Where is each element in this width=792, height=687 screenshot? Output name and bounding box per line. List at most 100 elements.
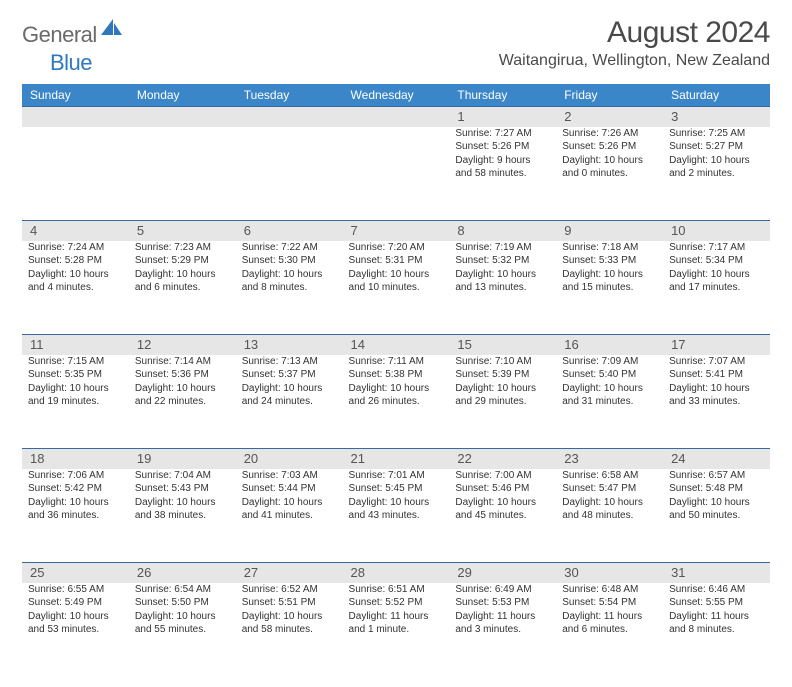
sunset-text: Sunset: 5:43 PM	[135, 482, 230, 496]
day-number-row: 18192021222324	[22, 449, 770, 469]
sunrise-text: Sunrise: 7:24 AM	[28, 241, 123, 255]
day-number: 26	[129, 563, 236, 583]
daylight-text-2: and 58 minutes.	[455, 167, 550, 181]
sunrise-text: Sunrise: 7:26 AM	[562, 127, 657, 141]
sunrise-text: Sunrise: 7:15 AM	[28, 355, 123, 369]
day-cell: Sunrise: 7:15 AMSunset: 5:35 PMDaylight:…	[22, 355, 129, 449]
daylight-text-2: and 10 minutes.	[349, 281, 444, 295]
daylight-text-2: and 24 minutes.	[242, 395, 337, 409]
day-cell: Sunrise: 7:09 AMSunset: 5:40 PMDaylight:…	[556, 355, 663, 449]
daylight-text-2: and 17 minutes.	[669, 281, 764, 295]
day-header-sun: Sunday	[22, 84, 129, 107]
day-number: 21	[343, 449, 450, 469]
sunset-text: Sunset: 5:54 PM	[562, 596, 657, 610]
day-number: 13	[236, 335, 343, 355]
sunrise-text: Sunrise: 6:52 AM	[242, 583, 337, 597]
daylight-text-2: and 19 minutes.	[28, 395, 123, 409]
calendar-page: General August 2024 Waitangirua, Welling…	[0, 0, 792, 687]
daylight-text-1: Daylight: 9 hours	[455, 154, 550, 168]
day-header-thu: Thursday	[449, 84, 556, 107]
sunset-text: Sunset: 5:36 PM	[135, 368, 230, 382]
day-number: 28	[343, 563, 450, 583]
sunrise-text: Sunrise: 7:22 AM	[242, 241, 337, 255]
daylight-text-2: and 0 minutes.	[562, 167, 657, 181]
day-header-tue: Tuesday	[236, 84, 343, 107]
sunrise-text: Sunrise: 6:51 AM	[349, 583, 444, 597]
calendar-table: Sunday Monday Tuesday Wednesday Thursday…	[22, 84, 770, 677]
day-number: 12	[129, 335, 236, 355]
daylight-text-2: and 8 minutes.	[242, 281, 337, 295]
daylight-text-2: and 43 minutes.	[349, 509, 444, 523]
daylight-text-2: and 4 minutes.	[28, 281, 123, 295]
day-number: 20	[236, 449, 343, 469]
day-cell: Sunrise: 7:22 AMSunset: 5:30 PMDaylight:…	[236, 241, 343, 335]
daylight-text-2: and 50 minutes.	[669, 509, 764, 523]
daylight-text-2: and 1 minute.	[349, 623, 444, 637]
daylight-text-2: and 31 minutes.	[562, 395, 657, 409]
day-number: 10	[663, 221, 770, 241]
day-number: 2	[556, 107, 663, 127]
day-cell: Sunrise: 6:48 AMSunset: 5:54 PMDaylight:…	[556, 583, 663, 677]
day-number: 19	[129, 449, 236, 469]
sunrise-text: Sunrise: 6:48 AM	[562, 583, 657, 597]
daylight-text-1: Daylight: 10 hours	[242, 268, 337, 282]
day-cell: Sunrise: 6:58 AMSunset: 5:47 PMDaylight:…	[556, 469, 663, 563]
sunset-text: Sunset: 5:50 PM	[135, 596, 230, 610]
daylight-text-2: and 3 minutes.	[455, 623, 550, 637]
day-cell: Sunrise: 7:25 AMSunset: 5:27 PMDaylight:…	[663, 127, 770, 221]
sunset-text: Sunset: 5:26 PM	[562, 140, 657, 154]
daylight-text-1: Daylight: 10 hours	[562, 154, 657, 168]
daylight-text-2: and 15 minutes.	[562, 281, 657, 295]
day-number-row: 123	[22, 107, 770, 127]
daylight-text-2: and 6 minutes.	[562, 623, 657, 637]
sunset-text: Sunset: 5:51 PM	[242, 596, 337, 610]
day-number: 3	[663, 107, 770, 127]
daylight-text-1: Daylight: 10 hours	[28, 496, 123, 510]
sunset-text: Sunset: 5:28 PM	[28, 254, 123, 268]
day-cell: Sunrise: 7:00 AMSunset: 5:46 PMDaylight:…	[449, 469, 556, 563]
day-header-fri: Friday	[556, 84, 663, 107]
day-number: 11	[22, 335, 129, 355]
day-cell: Sunrise: 7:18 AMSunset: 5:33 PMDaylight:…	[556, 241, 663, 335]
daylight-text-2: and 33 minutes.	[669, 395, 764, 409]
day-number	[129, 107, 236, 127]
sunset-text: Sunset: 5:38 PM	[349, 368, 444, 382]
day-cell: Sunrise: 7:10 AMSunset: 5:39 PMDaylight:…	[449, 355, 556, 449]
sunrise-text: Sunrise: 7:04 AM	[135, 469, 230, 483]
sunrise-text: Sunrise: 7:18 AM	[562, 241, 657, 255]
sunrise-text: Sunrise: 7:06 AM	[28, 469, 123, 483]
day-cell: Sunrise: 7:13 AMSunset: 5:37 PMDaylight:…	[236, 355, 343, 449]
day-number: 17	[663, 335, 770, 355]
daylight-text-1: Daylight: 10 hours	[349, 382, 444, 396]
daylight-text-2: and 2 minutes.	[669, 167, 764, 181]
logo-text-blue: Blue	[50, 50, 92, 75]
day-cell: Sunrise: 7:03 AMSunset: 5:44 PMDaylight:…	[236, 469, 343, 563]
day-header-sat: Saturday	[663, 84, 770, 107]
sunset-text: Sunset: 5:55 PM	[669, 596, 764, 610]
day-cell: Sunrise: 6:57 AMSunset: 5:48 PMDaylight:…	[663, 469, 770, 563]
sunset-text: Sunset: 5:29 PM	[135, 254, 230, 268]
week-content-row: Sunrise: 7:15 AMSunset: 5:35 PMDaylight:…	[22, 355, 770, 449]
day-number: 29	[449, 563, 556, 583]
day-number: 22	[449, 449, 556, 469]
day-number: 6	[236, 221, 343, 241]
sunset-text: Sunset: 5:26 PM	[455, 140, 550, 154]
sunrise-text: Sunrise: 7:07 AM	[669, 355, 764, 369]
sunrise-text: Sunrise: 7:13 AM	[242, 355, 337, 369]
sunrise-text: Sunrise: 7:11 AM	[349, 355, 444, 369]
sunset-text: Sunset: 5:40 PM	[562, 368, 657, 382]
sunset-text: Sunset: 5:37 PM	[242, 368, 337, 382]
day-cell: Sunrise: 7:17 AMSunset: 5:34 PMDaylight:…	[663, 241, 770, 335]
daylight-text-1: Daylight: 10 hours	[349, 268, 444, 282]
day-number: 25	[22, 563, 129, 583]
daylight-text-1: Daylight: 10 hours	[669, 496, 764, 510]
day-cell: Sunrise: 7:23 AMSunset: 5:29 PMDaylight:…	[129, 241, 236, 335]
sunrise-text: Sunrise: 6:54 AM	[135, 583, 230, 597]
day-number-row: 25262728293031	[22, 563, 770, 583]
daylight-text-2: and 55 minutes.	[135, 623, 230, 637]
sunset-text: Sunset: 5:46 PM	[455, 482, 550, 496]
sunrise-text: Sunrise: 7:27 AM	[455, 127, 550, 141]
day-number-row: 45678910	[22, 221, 770, 241]
sunset-text: Sunset: 5:33 PM	[562, 254, 657, 268]
day-cell	[236, 127, 343, 221]
